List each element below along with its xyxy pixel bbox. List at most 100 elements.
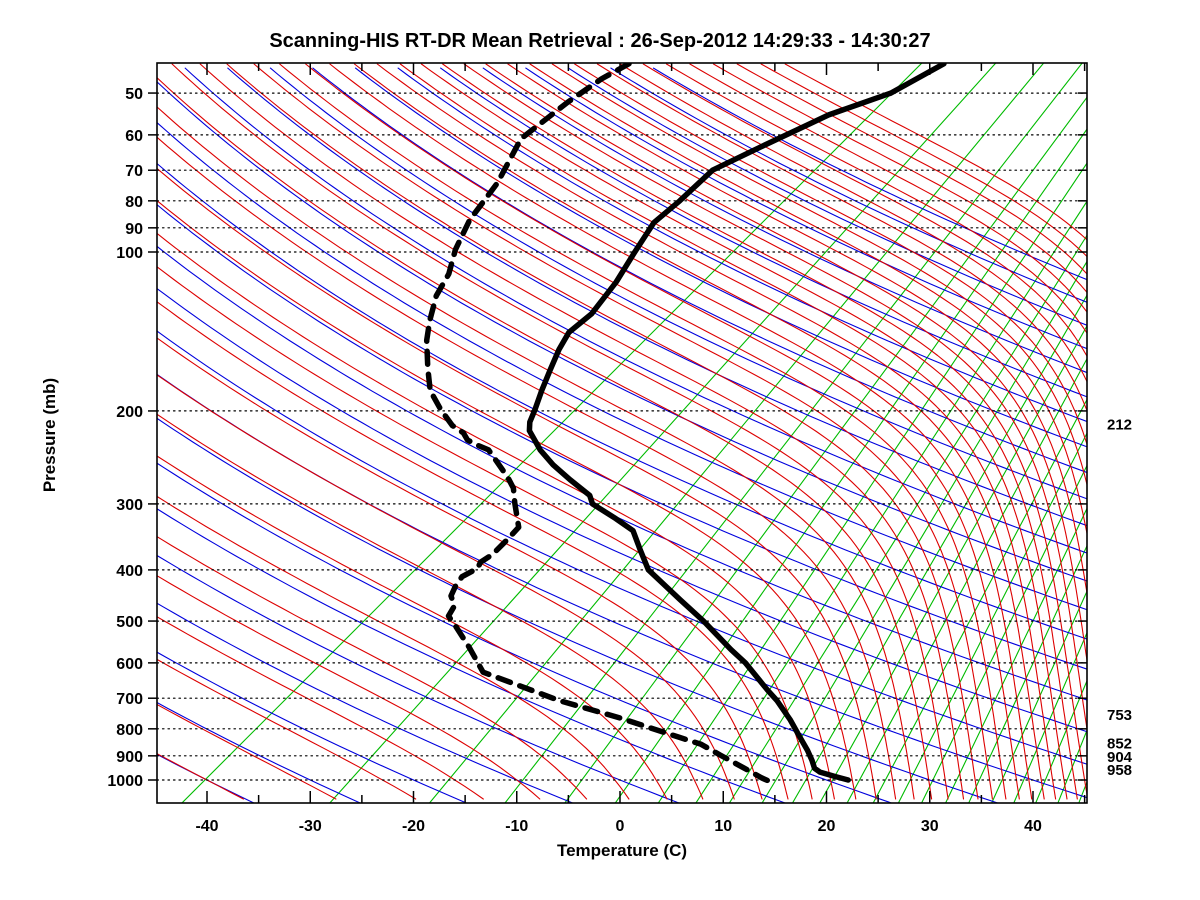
dry-adiabat-line: [354, 67, 1087, 448]
dry-adiabat-line: [157, 121, 1087, 611]
pressure-level-label: 958: [1107, 762, 1132, 779]
x-tick-label: -10: [505, 818, 528, 835]
x-tick-label: 0: [616, 818, 625, 835]
x-axis-label: Temperature (C): [556, 841, 688, 860]
dry-adiabat-line: [157, 81, 1087, 582]
y-tick-label: 600: [116, 656, 143, 673]
dry-adiabat-line: [610, 67, 1087, 303]
moist-adiabat-line: [157, 301, 789, 800]
dry-adiabat-line: [652, 67, 1087, 281]
moist-adiabat-line: [399, 63, 1068, 800]
dry-adiabat-line: [157, 417, 999, 803]
moist-adiabat-line: [157, 413, 704, 800]
dry-adiabat-line: [157, 651, 468, 803]
moist-adiabat-line: [712, 63, 1087, 294]
dry-adiabat-line: [440, 67, 1087, 398]
dry-adiabat-line: [157, 508, 786, 803]
pressure-level-label: 212: [1107, 416, 1132, 433]
y-tick-label: 90: [125, 221, 143, 238]
moist-adiabat-line: [353, 63, 1045, 800]
moist-adiabat-line: [736, 63, 1087, 275]
isotherm-line: [181, 63, 923, 803]
moist-adiabat-line: [157, 266, 813, 800]
y-tick-label: 300: [116, 497, 143, 514]
isotherm-line: [1013, 631, 1087, 803]
moist-adiabat-line: [157, 535, 588, 800]
dry-adiabat-line: [157, 462, 893, 803]
y-tick-label: 60: [125, 128, 143, 145]
dry-adiabat-line: [397, 67, 1087, 423]
dry-adiabat-line: [157, 162, 1087, 640]
isotherm-line: [944, 507, 1087, 803]
moist-adiabat-line: [157, 167, 877, 800]
dry-adiabat-line: [157, 602, 574, 803]
y-axis-label: Pressure (mb): [40, 377, 59, 493]
moist-adiabat-line: [253, 63, 993, 800]
moist-adiabat-line: [485, 63, 1087, 665]
plot-border: [156, 62, 1088, 804]
isotherm-line: [846, 357, 1087, 803]
y-tick-label: 500: [116, 614, 143, 631]
moist-adiabat-line: [329, 63, 1033, 800]
moist-adiabat-line: [642, 63, 1087, 358]
isotherm-line: [897, 431, 1087, 803]
moist-adiabat-line: [157, 753, 244, 800]
temperature-curve: [526, 63, 947, 783]
y-tick-label: 900: [116, 749, 143, 766]
dry-adiabat-line: [157, 330, 1087, 765]
moist-adiabat-line: [157, 136, 897, 800]
moist-adiabat-line: [760, 63, 1087, 258]
dewpoint-curve: [423, 63, 771, 784]
x-tick-label: 30: [921, 818, 939, 835]
dry-adiabat-line: [184, 67, 1087, 554]
dry-adiabat-line: [157, 245, 1087, 701]
moist-adiabat-line: [157, 199, 857, 800]
x-tick-label: 40: [1024, 818, 1042, 835]
isotherm-line: [968, 544, 1087, 803]
isotherm-line: [819, 324, 1087, 803]
isotherm-line: [504, 63, 1083, 803]
moist-adiabat-line: [199, 63, 965, 800]
moist-adiabat-line: [529, 63, 1087, 537]
isotherm-line: [991, 589, 1087, 803]
moist-adiabat-line: [157, 616, 484, 800]
moist-adiabat-line: [442, 63, 1087, 799]
moist-adiabat-line: [574, 63, 1087, 447]
moist-adiabat-line: [157, 232, 835, 800]
x-tick-label: -30: [299, 818, 322, 835]
y-tick-label: 80: [125, 194, 143, 211]
moist-adiabat-line: [157, 575, 541, 800]
x-tick-label: -40: [195, 818, 218, 835]
moist-adiabat-line: [157, 495, 630, 800]
moist-adiabat-line: [226, 63, 979, 800]
dry-adiabat-line: [525, 67, 1087, 350]
moist-adiabat-line: [305, 63, 1020, 800]
y-tick-label: 70: [125, 163, 143, 180]
isotherm-line: [564, 96, 1087, 803]
moist-adiabat-line: [551, 63, 1087, 487]
moist-adiabat-line: [157, 374, 735, 800]
isotherm-line: [872, 398, 1087, 803]
moist-adiabat-line: [507, 63, 1087, 597]
isotherm-line: [1035, 679, 1087, 803]
isotherm-line: [728, 234, 1087, 803]
isotherm-line: [329, 63, 997, 803]
moist-adiabat-line: [596, 63, 1087, 413]
y-tick-label: 200: [116, 404, 143, 421]
pressure-level-label: 852: [1107, 735, 1132, 752]
moist-adiabat-line: [279, 63, 1007, 800]
moist-adiabat-line: [463, 63, 1087, 733]
dry-adiabat-line: [482, 67, 1087, 374]
isotherm-line: [428, 63, 1045, 803]
isotherm-line: [920, 464, 1087, 803]
dry-adiabat-line: [157, 554, 680, 803]
dry-adiabat-line: [157, 287, 1087, 733]
moist-adiabat-line: [619, 63, 1087, 383]
dry-adiabat-line: [312, 67, 1087, 474]
x-tick-label: 10: [714, 818, 732, 835]
y-tick-label: 50: [125, 86, 143, 103]
y-tick-label: 700: [116, 691, 143, 708]
moist-adiabat-line: [171, 63, 949, 800]
